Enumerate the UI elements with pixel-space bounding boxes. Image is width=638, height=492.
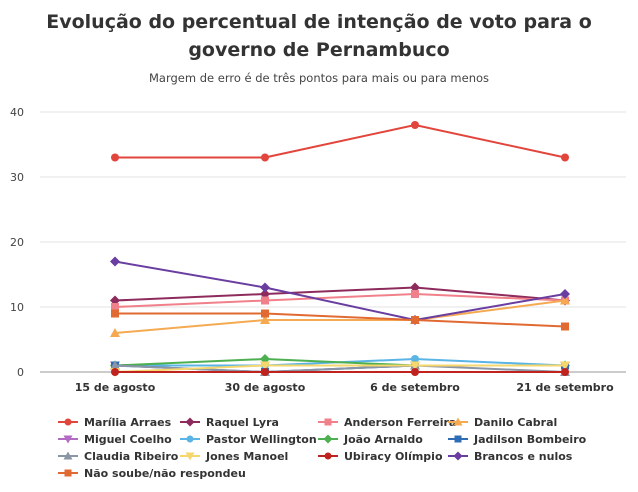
- legend-item[interactable]: Pastor Wellington: [180, 433, 317, 446]
- data-point: [111, 303, 119, 311]
- legend-label: Claudia Ribeiro: [84, 450, 179, 463]
- data-point: [260, 282, 270, 293]
- data-point: [261, 368, 269, 376]
- legend-item[interactable]: Jadilson Bombeiro: [448, 433, 587, 446]
- y-tick-label: 30: [10, 171, 24, 184]
- data-point: [411, 355, 419, 363]
- legend-item[interactable]: Jones Manoel: [180, 450, 288, 463]
- legend-label: Danilo Cabral: [474, 416, 557, 429]
- legend-item[interactable]: Brancos e nulos: [448, 450, 573, 463]
- data-point: [110, 256, 120, 267]
- legend-label: Brancos e nulos: [474, 450, 573, 463]
- legend-marker: [64, 469, 72, 477]
- data-point: [561, 368, 569, 376]
- series-line: [114, 364, 565, 373]
- series-2: [111, 290, 569, 311]
- legend-label: João Arnaldo: [343, 433, 423, 446]
- legend-item[interactable]: Danilo Cabral: [448, 416, 557, 429]
- series-line: [114, 286, 566, 302]
- data-point: [260, 361, 270, 371]
- legend-marker: [63, 451, 73, 460]
- y-tick-label: 40: [10, 106, 24, 119]
- series-lines: [110, 121, 570, 377]
- legend-item[interactable]: Não soube/não respondeu: [58, 467, 246, 480]
- data-point: [111, 153, 119, 162]
- series-12: [111, 309, 569, 331]
- legend-marker: [323, 434, 333, 444]
- legend-item[interactable]: Raquel Lyra: [180, 416, 279, 429]
- series-1: [110, 282, 570, 306]
- legend-marker: [324, 418, 332, 426]
- series-0: [111, 121, 569, 162]
- data-point: [111, 309, 119, 318]
- data-point: [411, 290, 419, 298]
- x-tick-label: 30 de agosto: [225, 381, 306, 394]
- legend-marker: [453, 417, 463, 426]
- axes: 0 10 20 30 40 15 de agosto 30 de agosto 6 de se…: [10, 106, 614, 394]
- data-point: [560, 295, 570, 305]
- data-point: [110, 328, 120, 337]
- y-tick-label: 10: [10, 301, 24, 314]
- series-line: [115, 124, 566, 159]
- x-tick-label: 6 de setembro: [370, 381, 460, 394]
- legend-marker: [186, 435, 194, 443]
- data-point: [261, 309, 269, 318]
- legend-marker: [324, 452, 332, 460]
- series-10: [111, 368, 569, 376]
- legend-label: Pastor Wellington: [206, 433, 317, 446]
- legend-marker: [64, 418, 72, 426]
- legend-label: Anderson Ferreira: [344, 416, 456, 429]
- series-line: [114, 293, 566, 308]
- series-line: [114, 260, 566, 321]
- y-tick-label: 20: [10, 236, 24, 249]
- series-line: [114, 299, 566, 334]
- legend-label: Jadilson Bombeiro: [473, 433, 587, 446]
- x-tick-label: 21 de setembro: [516, 381, 614, 394]
- data-point: [411, 121, 419, 129]
- data-point: [261, 296, 269, 305]
- legend-label: Marília Arraes: [84, 416, 172, 429]
- legend-marker: [454, 435, 462, 443]
- data-point: [560, 289, 570, 299]
- chart-subtitle: Margem de erro é de três pontos para mai…: [148, 71, 490, 85]
- data-point: [561, 322, 569, 331]
- legend-item[interactable]: João Arnaldo: [318, 433, 423, 446]
- legend-item[interactable]: Miguel Coelho: [58, 433, 172, 446]
- data-point: [560, 361, 570, 371]
- legend-label: Miguel Coelho: [84, 433, 172, 446]
- legend-marker: [63, 435, 73, 444]
- series-line: [115, 312, 566, 328]
- legend-label: Ubiracy Olímpio: [344, 450, 443, 463]
- data-point: [260, 315, 270, 324]
- data-point: [110, 360, 120, 370]
- legend-item[interactable]: Anderson Ferreira: [318, 416, 456, 429]
- chart-title: Evolução do percentual de intenção de vo…: [46, 11, 592, 61]
- data-point: [411, 316, 419, 324]
- data-point: [411, 368, 419, 376]
- legend: Marília Arraes Raquel Lyra Anderson Ferrei…: [58, 416, 587, 480]
- legend-marker: [185, 452, 195, 461]
- legend-item[interactable]: Claudia Ribeiro: [58, 450, 179, 463]
- data-point: [410, 361, 420, 371]
- legend-label: Raquel Lyra: [206, 416, 279, 429]
- y-tick-label: 0: [17, 366, 24, 379]
- x-tick-label: 15 de agosto: [75, 381, 156, 394]
- data-point: [561, 153, 569, 162]
- data-point: [111, 368, 119, 376]
- data-point: [261, 153, 269, 162]
- legend-item[interactable]: Marília Arraes: [58, 416, 172, 429]
- legend-item[interactable]: Ubiracy Olímpio: [318, 450, 443, 463]
- legend-label: Jones Manoel: [205, 450, 288, 463]
- legend-marker: [185, 417, 195, 427]
- legend-marker: [453, 451, 463, 461]
- legend-label: Não soube/não respondeu: [84, 467, 246, 480]
